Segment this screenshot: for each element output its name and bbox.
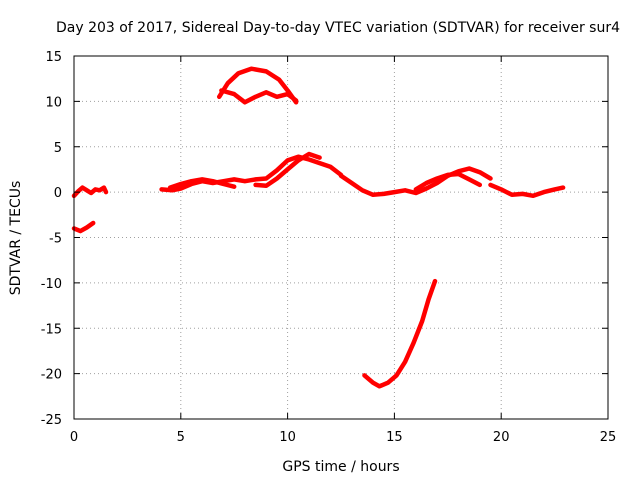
x-tick-label: 5 (177, 430, 185, 445)
series-arc-main-3 (253, 151, 322, 189)
y-tick-label: 10 (45, 95, 62, 110)
series-arc-early (71, 185, 109, 199)
y-tick-label: 15 (45, 50, 62, 65)
x-tick-label: 0 (70, 430, 78, 445)
grid-layer (74, 56, 608, 419)
series-arc-late (488, 182, 566, 199)
series-arc-main-1 (159, 154, 344, 193)
series-arc-mid (338, 166, 493, 198)
y-tick-label: -20 (41, 368, 62, 383)
y-tick-label: -5 (49, 232, 62, 247)
x-axis-title: GPS time / hours (282, 459, 399, 475)
y-tick-label: -15 (41, 322, 62, 337)
tick-layer: 0 5 10 15 20 25 -25 -20 -15 -10 -5 0 5 10 15 (41, 50, 617, 445)
series-arc-mid-2 (413, 171, 483, 192)
x-tick-label: 20 (493, 430, 510, 445)
y-tick-label: -25 (41, 413, 62, 428)
y-tick-label: 5 (54, 141, 62, 156)
series-arc-main-2 (167, 177, 237, 190)
y-axis-title: SDTVAR / TECUs (8, 181, 24, 296)
chart-title: Day 203 of 2017, Sidereal Day-to-day VTE… (56, 20, 620, 36)
x-tick-label: 10 (279, 430, 296, 445)
series-arc-deep-negative (362, 278, 438, 389)
series-arc-high-upper (216, 66, 299, 105)
series-layer (71, 66, 566, 389)
series-arc-negative-early (71, 220, 96, 234)
y-tick-label: -10 (41, 277, 62, 292)
x-tick-label: 25 (600, 430, 617, 445)
x-tick-label: 15 (386, 430, 403, 445)
y-tick-label: 0 (54, 186, 62, 201)
series-arc-high-lower (219, 88, 299, 105)
